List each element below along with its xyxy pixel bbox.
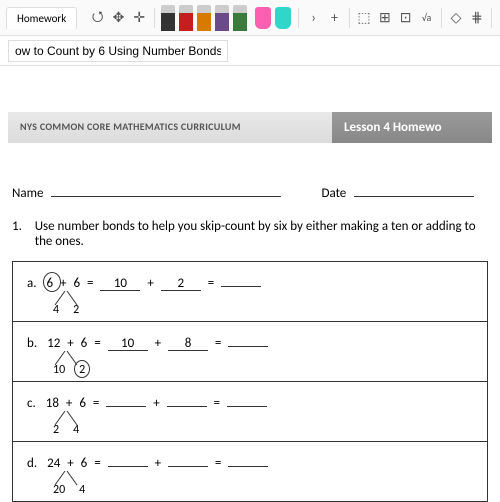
hand-tool-icon[interactable]: ✥	[110, 7, 127, 29]
question-number: 1.	[12, 219, 27, 249]
separator	[349, 8, 350, 28]
separator	[154, 8, 155, 28]
problems-container: a.6 + 6 = 10 + 2 = 42b.12 + 6 = 10 + 8 =…	[12, 261, 488, 502]
blank-3	[228, 452, 268, 467]
shape-tool-icon[interactable]: ⬚	[356, 7, 373, 29]
pen-tool[interactable]	[233, 5, 247, 31]
text-tool-icon[interactable]: ⊡	[397, 7, 414, 29]
move-tool-icon[interactable]: ✛	[131, 7, 148, 29]
page-title-input[interactable]	[8, 40, 228, 62]
instruction-text: Use number bonds to help you skip-count …	[35, 219, 488, 249]
worksheet-page: NYS COMMON CORE MATHEMATICS CURRICULUM L…	[0, 66, 500, 502]
bond-left: 2	[53, 423, 59, 437]
blank-2	[168, 452, 208, 467]
problem-letter: c.	[27, 396, 36, 411]
number-bond: 42	[53, 293, 473, 315]
pointer-tool-icon[interactable]: ⭯	[89, 7, 106, 29]
number-bond: 20 4	[53, 473, 473, 495]
highlighter-tool[interactable]	[275, 7, 291, 29]
instruction: 1. Use number bonds to help you skip-cou…	[8, 219, 492, 249]
addend-b: 6	[73, 276, 80, 291]
tab-homework[interactable]: Homework	[6, 7, 77, 29]
eraser-icon[interactable]: ◇	[448, 7, 465, 29]
blank-2	[167, 392, 207, 407]
plus-icon[interactable]: +	[326, 7, 343, 29]
chevron-right-icon[interactable]: ›	[305, 7, 322, 29]
problem-letter: d.	[27, 456, 37, 471]
blank-1	[106, 392, 146, 407]
math-tool-icon[interactable]: √a	[418, 7, 435, 29]
blank-3	[228, 332, 268, 347]
separator	[441, 8, 442, 28]
blank-2: 2	[161, 276, 201, 291]
date-label: Date	[321, 186, 346, 201]
equation: b.12 + 6 = 10 + 8 =	[27, 332, 473, 351]
number-bond: 24	[53, 413, 473, 435]
addend-b: 6	[81, 456, 88, 471]
addend-a: 12	[47, 336, 60, 351]
pen-tool[interactable]	[215, 5, 229, 31]
blank-1: 10	[108, 336, 148, 351]
separator	[491, 8, 492, 28]
bond-left: 4	[53, 303, 59, 317]
number-bond: 10 2	[53, 353, 473, 375]
blank-1	[108, 452, 148, 467]
date-blank	[354, 183, 474, 197]
problem-row: a.6 + 6 = 10 + 2 = 42	[13, 262, 487, 322]
blank-2: 8	[168, 336, 208, 351]
bond-right: 4	[73, 423, 79, 437]
pen-tool[interactable]	[197, 5, 211, 31]
name-label: Name	[12, 186, 43, 201]
problem-row: d.24 + 6 = + = 204	[13, 442, 487, 501]
bond-right: 2	[79, 363, 85, 377]
blank-3	[227, 392, 267, 407]
name-date-row: Name Date	[8, 183, 492, 201]
title-bar	[0, 36, 500, 66]
date-field: Date	[321, 183, 474, 201]
blank-3	[221, 272, 261, 287]
bond-right: 2	[73, 303, 79, 317]
addend-b: 6	[81, 336, 88, 351]
separator	[298, 8, 299, 28]
bond-left: 10	[53, 363, 65, 377]
problem-row: b.12 + 6 = 10 + 8 = 102	[13, 322, 487, 382]
highlighter-group	[254, 7, 292, 29]
bond-right: 4	[79, 483, 85, 497]
pen-tool[interactable]	[179, 5, 193, 31]
highlighter-tool[interactable]	[255, 7, 271, 29]
toolbar: Homework ⭯ ✥ ✛ › + ⬚ ⊞ ⊡ √a ◇ ⋕	[0, 0, 500, 36]
name-blank	[51, 183, 281, 197]
grid-icon[interactable]: ⋕	[468, 7, 485, 29]
insert-icon[interactable]: ⊞	[376, 7, 393, 29]
addend-a: 18	[46, 396, 59, 411]
blank-1: 10	[100, 276, 140, 291]
addend-b: 6	[79, 396, 86, 411]
problem-row: c.18 + 6 = + = 24	[13, 382, 487, 442]
equation: d.24 + 6 = + =	[27, 452, 473, 471]
lesson-label: Lesson 4 Homewo	[332, 112, 492, 143]
curriculum-label: NYS COMMON CORE MATHEMATICS CURRICULUM	[8, 112, 332, 143]
equation: c.18 + 6 = + =	[27, 392, 473, 411]
addend-a: 6	[47, 276, 54, 291]
name-field: Name	[12, 183, 281, 201]
equation: a.6 + 6 = 10 + 2 =	[27, 272, 473, 291]
addend-a: 24	[47, 456, 60, 471]
problem-letter: a.	[27, 276, 37, 291]
header-banner: NYS COMMON CORE MATHEMATICS CURRICULUM L…	[8, 112, 492, 143]
pen-tool[interactable]	[161, 5, 175, 31]
problem-letter: b.	[27, 336, 37, 351]
pen-group	[160, 5, 248, 31]
bond-left: 20	[53, 483, 65, 497]
